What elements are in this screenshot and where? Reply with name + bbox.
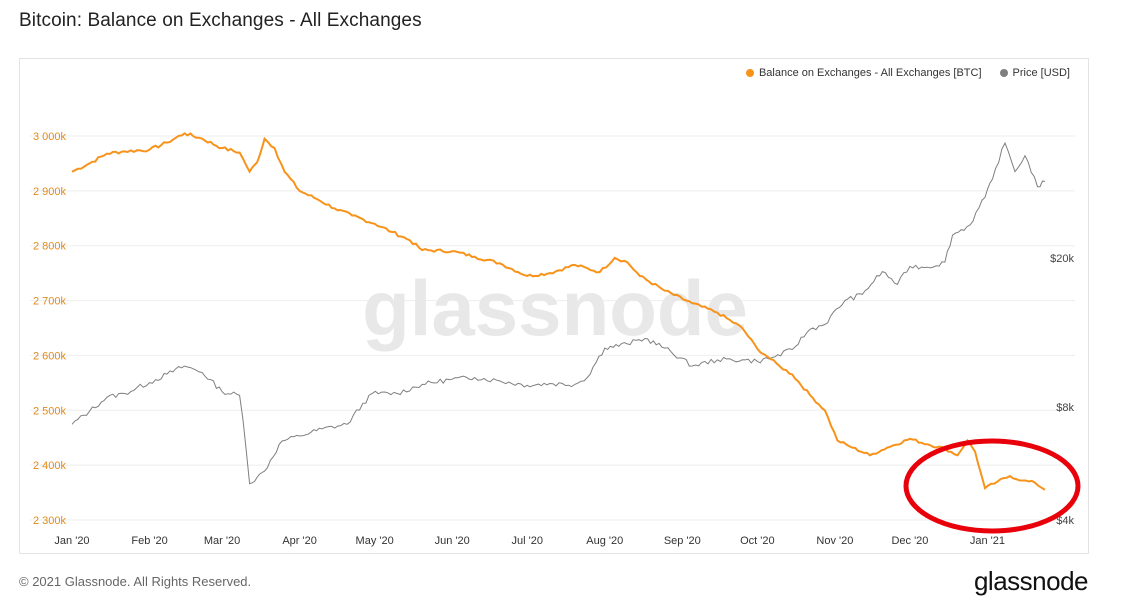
series-line-price bbox=[71, 141, 1046, 485]
x-tick-label: Aug '20 bbox=[586, 535, 623, 547]
legend-dot-price bbox=[999, 69, 1008, 77]
x-tick-label: Oct '20 bbox=[740, 535, 775, 547]
x-tick-label: Nov '20 bbox=[816, 535, 853, 547]
legend-item-balance[interactable]: Balance on Exchanges - All Exchanges [BT… bbox=[745, 67, 982, 79]
y-axis-right: $4k $8k $20k bbox=[1050, 253, 1074, 527]
y-left-tick-label: 2 500k bbox=[33, 405, 67, 417]
x-tick-label: Jul '20 bbox=[512, 535, 543, 547]
y-right-tick-label: $4k bbox=[1056, 515, 1074, 527]
x-tick-label: Jun '20 bbox=[435, 535, 470, 547]
x-tick-label: Sep '20 bbox=[664, 535, 701, 547]
gridlines bbox=[30, 135, 1075, 521]
glassnode-logo[interactable]: glassnode bbox=[973, 566, 1089, 596]
y-axis-left: 2 300k 2 400k 2 500k 2 600k 2 700k 2 800k 2 90… bbox=[33, 131, 67, 527]
legend-label-balance: Balance on Exchanges - All Exchanges [BT… bbox=[758, 67, 982, 79]
x-tick-label: Jan '20 bbox=[54, 535, 89, 547]
x-tick-label: Mar '20 bbox=[204, 535, 240, 547]
y-left-tick-label: 2 700k bbox=[33, 296, 67, 308]
x-tick-label: Jan '21 bbox=[970, 535, 1005, 547]
legend-dot-balance bbox=[745, 69, 754, 77]
x-tick-label: Dec '20 bbox=[891, 535, 928, 547]
x-axis: Jan '20 Feb '20 Mar '20 Apr '20 May '20 Jun '… bbox=[54, 535, 1005, 547]
x-tick-label: Apr '20 bbox=[282, 535, 317, 547]
y-right-tick-label: $8k bbox=[1056, 402, 1074, 414]
legend-item-price[interactable]: Price [USD] bbox=[999, 67, 1070, 79]
copyright-text: © 2021 Glassnode. All Rights Reserved. bbox=[19, 574, 252, 589]
x-tick-label: Feb '20 bbox=[131, 535, 167, 547]
annotation-ellipse bbox=[903, 438, 1081, 534]
legend-label-price: Price [USD] bbox=[1012, 67, 1070, 79]
y-left-tick-label: 3 000k bbox=[33, 131, 67, 143]
legend: Balance on Exchanges - All Exchanges [BT… bbox=[745, 67, 1070, 79]
y-left-tick-label: 2 600k bbox=[33, 350, 67, 362]
y-left-tick-label: 2 400k bbox=[33, 460, 67, 472]
y-left-tick-label: 2 300k bbox=[33, 515, 67, 527]
series-line-balance bbox=[71, 132, 1046, 491]
y-right-tick-label: $20k bbox=[1050, 253, 1074, 265]
x-tick-label: May '20 bbox=[356, 535, 394, 547]
y-left-tick-label: 2 800k bbox=[33, 241, 67, 253]
y-left-tick-label: 2 900k bbox=[33, 186, 67, 198]
watermark: glassnode bbox=[362, 264, 748, 352]
chart-title: Bitcoin: Balance on Exchanges - All Exch… bbox=[19, 10, 422, 31]
